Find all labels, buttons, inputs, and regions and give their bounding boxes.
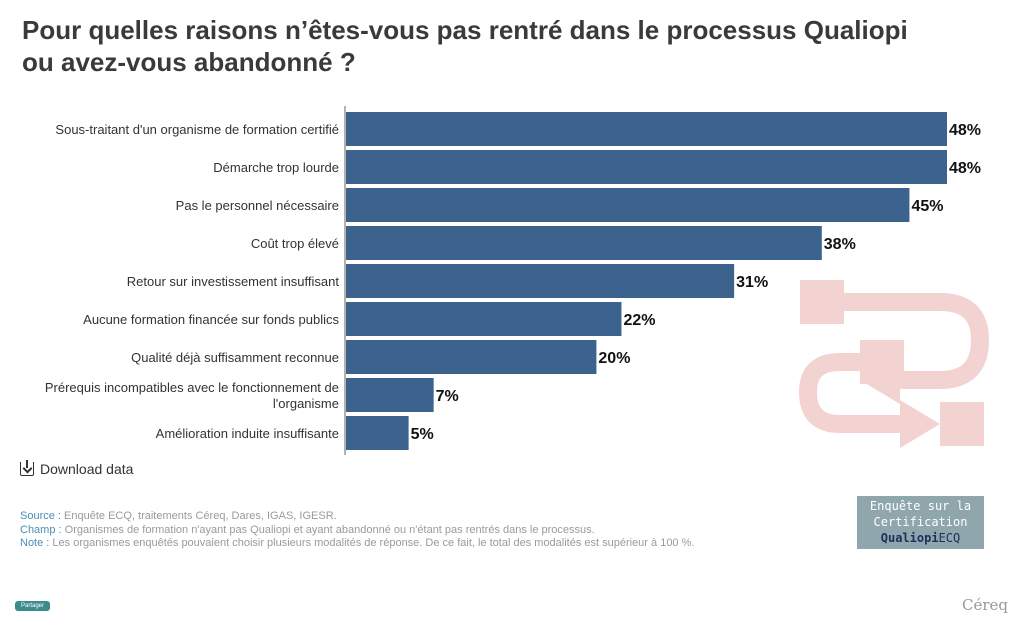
category-label-2: Démarche trop lourde — [213, 160, 339, 175]
download-label: Download data — [40, 461, 134, 477]
category-label-6: Aucune formation financée sur fonds publ… — [83, 312, 339, 327]
value-label-5: 31% — [736, 274, 768, 291]
badge-ecq: ECQ — [938, 531, 961, 545]
note-text: Les organismes enquêtés pouvaient choisi… — [49, 537, 695, 549]
value-label-6: 22% — [623, 312, 655, 329]
bar-4[interactable] — [346, 226, 822, 260]
bar-7[interactable] — [346, 340, 597, 374]
ecq-survey-logo: Enquête sur la Certification QualiopiECQ — [857, 496, 984, 549]
bar-9[interactable] — [346, 416, 409, 450]
category-label-1: Sous-traitant d'un organisme de formatio… — [55, 122, 339, 137]
decor-arrow-bottom — [798, 353, 900, 433]
decor-arrowhead-2 — [900, 400, 940, 448]
badge-qualiopi: Qualiopi — [880, 531, 939, 545]
category-label-line: Sous-traitant d'un organisme de formatio… — [55, 122, 339, 137]
category-label-line: Démarche trop lourde — [213, 160, 339, 175]
bar-6[interactable] — [346, 302, 622, 336]
source-label: Source : — [20, 510, 61, 522]
chart-title: Pour quelles raisons n’êtes-vous pas ren… — [22, 15, 908, 77]
value-label-4: 38% — [824, 236, 856, 253]
bar-8[interactable] — [346, 378, 434, 412]
bar-1[interactable] — [346, 112, 947, 146]
category-label-3: Pas le personnel nécessaire — [176, 198, 339, 213]
bar-2[interactable] — [346, 150, 947, 184]
value-labels: 48% 48% 45% 38% 31% 22% 20% 7% 5% — [411, 122, 981, 443]
download-icon — [20, 460, 34, 476]
decor-square-3 — [940, 402, 984, 446]
decor-arrow-top — [844, 293, 990, 389]
category-labels: Sous-traitant d'un organisme de formatio… — [45, 122, 340, 441]
bar-3[interactable] — [346, 188, 910, 222]
badge-line-2: Certification — [873, 515, 968, 529]
category-label-line: l'organisme — [273, 396, 339, 411]
category-label-line: Qualité déjà suffisamment reconnue — [131, 350, 339, 365]
bar-5[interactable] — [346, 264, 735, 298]
qualiopi-flow-decoration — [798, 280, 990, 448]
category-label-line: Amélioration induite insuffisante — [156, 426, 339, 441]
value-label-9: 5% — [411, 426, 434, 443]
badge-line-3: QualiopiECQ — [857, 530, 984, 546]
decor-square-1 — [800, 280, 844, 324]
category-label-line: Pas le personnel nécessaire — [176, 198, 339, 213]
category-label-line: Aucune formation financée sur fonds publ… — [83, 312, 339, 327]
category-label-7: Qualité déjà suffisamment reconnue — [131, 350, 339, 365]
note-note: Note : Les organismes enquêtés pouvaient… — [20, 537, 820, 551]
value-label-2: 48% — [949, 160, 981, 177]
value-label-1: 48% — [949, 122, 981, 139]
category-label-line: Retour sur investissement insuffisant — [127, 274, 340, 289]
note-label: Note : — [20, 537, 50, 549]
value-label-7: 20% — [598, 350, 630, 367]
champ-note: Champ : Organismes de formation n'ayant … — [20, 524, 820, 538]
category-label-4: Coût trop élevé — [251, 236, 339, 251]
category-label-5: Retour sur investissement insuffisant — [127, 274, 340, 289]
source-note: Source : Enquête ECQ, traitements Céreq,… — [20, 510, 820, 524]
category-label-line: Coût trop élevé — [251, 236, 339, 251]
category-label-9: Amélioration induite insuffisante — [156, 426, 339, 441]
bars — [346, 112, 947, 450]
source-text: Enquête ECQ, traitements Céreq, Dares, I… — [60, 510, 337, 522]
champ-label: Champ : — [20, 523, 62, 536]
value-label-8: 7% — [436, 388, 459, 405]
download-data-button[interactable]: Download data — [20, 460, 134, 477]
chart-notes: Source : Enquête ECQ, traitements Céreq,… — [20, 510, 820, 551]
category-label-8: Prérequis incompatibles avec le fonction… — [45, 380, 339, 411]
decor-arrowhead-1 — [860, 356, 900, 404]
badge-line-1: Enquête sur la — [869, 499, 972, 513]
share-button[interactable]: Partager — [15, 601, 51, 611]
category-label-line: Prérequis incompatibles avec le fonction… — [45, 380, 339, 395]
value-label-3: 45% — [911, 198, 943, 215]
cereq-logo: Céreq — [962, 596, 1009, 614]
champ-text: Organismes de formation n'ayant pas Qual… — [61, 523, 595, 536]
